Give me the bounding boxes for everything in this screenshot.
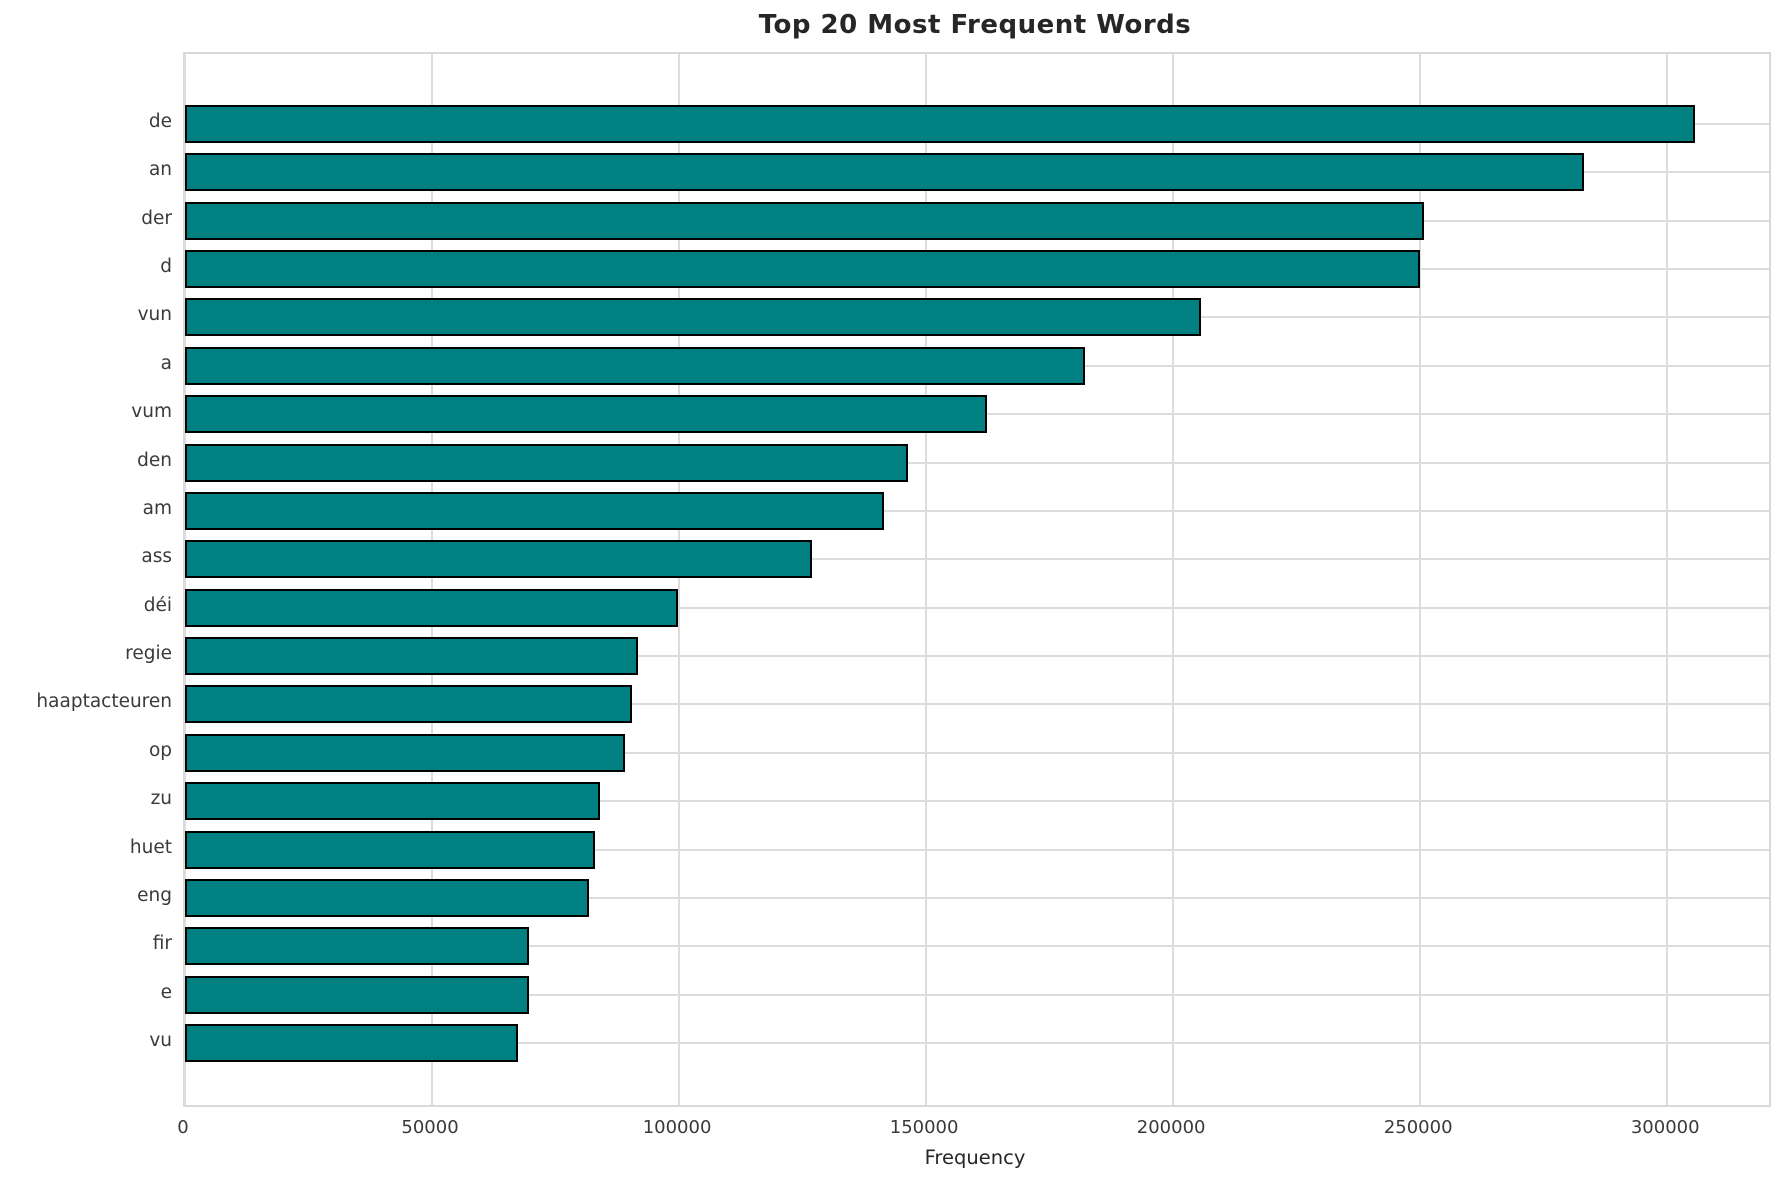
bar-vum [185,395,987,434]
bar-vu [185,1024,518,1063]
bar-huet [185,830,596,869]
y-tick-label: vum [131,401,172,423]
x-gridline [184,54,186,1105]
bar-déi [185,588,679,627]
y-gridline [185,993,1769,996]
bar-regie [185,637,639,676]
plot-area [183,52,1771,1107]
x-tick-label: 100000 [642,1117,712,1138]
y-tick-label: an [148,159,172,181]
x-gridline [925,54,928,1105]
y-gridline [185,848,1769,851]
x-tick-label: 50000 [401,1117,459,1138]
x-tick-label: 0 [177,1117,189,1138]
x-gridline [1419,54,1422,1105]
y-tick-label: d [160,256,172,278]
y-tick-label: den [137,449,172,471]
y-tick-label: huet [129,836,172,858]
y-tick-label: haaptacteuren [36,691,172,713]
bar-ass [185,540,812,579]
bar-der [185,201,1425,240]
y-gridline [185,1042,1769,1045]
y-tick-label: der [141,207,172,229]
y-tick-label: fir [152,933,172,955]
bar-den [185,443,909,482]
y-tick-label: regie [125,643,172,665]
bar-fir [185,927,530,966]
bar-vun [185,298,1202,337]
bar-d [185,250,1421,289]
y-tick-label: a [160,352,172,374]
y-tick-label: am [142,497,172,519]
y-gridline [185,558,1769,561]
y-gridline [185,461,1769,464]
y-gridline [185,751,1769,754]
bar-zu [185,782,601,821]
y-gridline [185,896,1769,899]
y-gridline [185,945,1769,948]
y-tick-label: op [148,739,172,761]
bar-eng [185,878,590,917]
x-tick-label: 250000 [1383,1117,1453,1138]
x-gridline [431,54,434,1105]
y-tick-label: déi [143,594,172,616]
x-tick-label: 300000 [1630,1117,1700,1138]
x-tick-label: 200000 [1136,1117,1206,1138]
x-gridline [678,54,681,1105]
y-gridline [185,800,1769,803]
x-tick-label: 150000 [889,1117,959,1138]
bar-e [185,975,529,1014]
x-gridline [1666,54,1669,1105]
x-axis-label: Frequency [924,1146,1026,1169]
y-gridline [185,509,1769,512]
bar-haaptacteuren [185,685,633,724]
y-gridline [185,606,1769,609]
bar-de [185,105,1695,143]
y-tick-label: eng [137,884,172,906]
y-tick-label: e [160,981,172,1003]
chart-title: Top 20 Most Frequent Words [758,10,1192,40]
y-gridline [185,703,1769,706]
x-gridline [1172,54,1175,1105]
bar-am [185,491,885,530]
y-tick-label: vun [137,304,172,326]
y-tick-label: de [148,111,172,132]
bar-an [185,153,1585,192]
bar-op [185,733,626,772]
y-tick-label: ass [141,546,172,568]
y-tick-label: vu [149,1030,172,1052]
bar-a [185,346,1086,385]
y-tick-label: zu [150,788,172,810]
y-gridline [185,655,1769,658]
